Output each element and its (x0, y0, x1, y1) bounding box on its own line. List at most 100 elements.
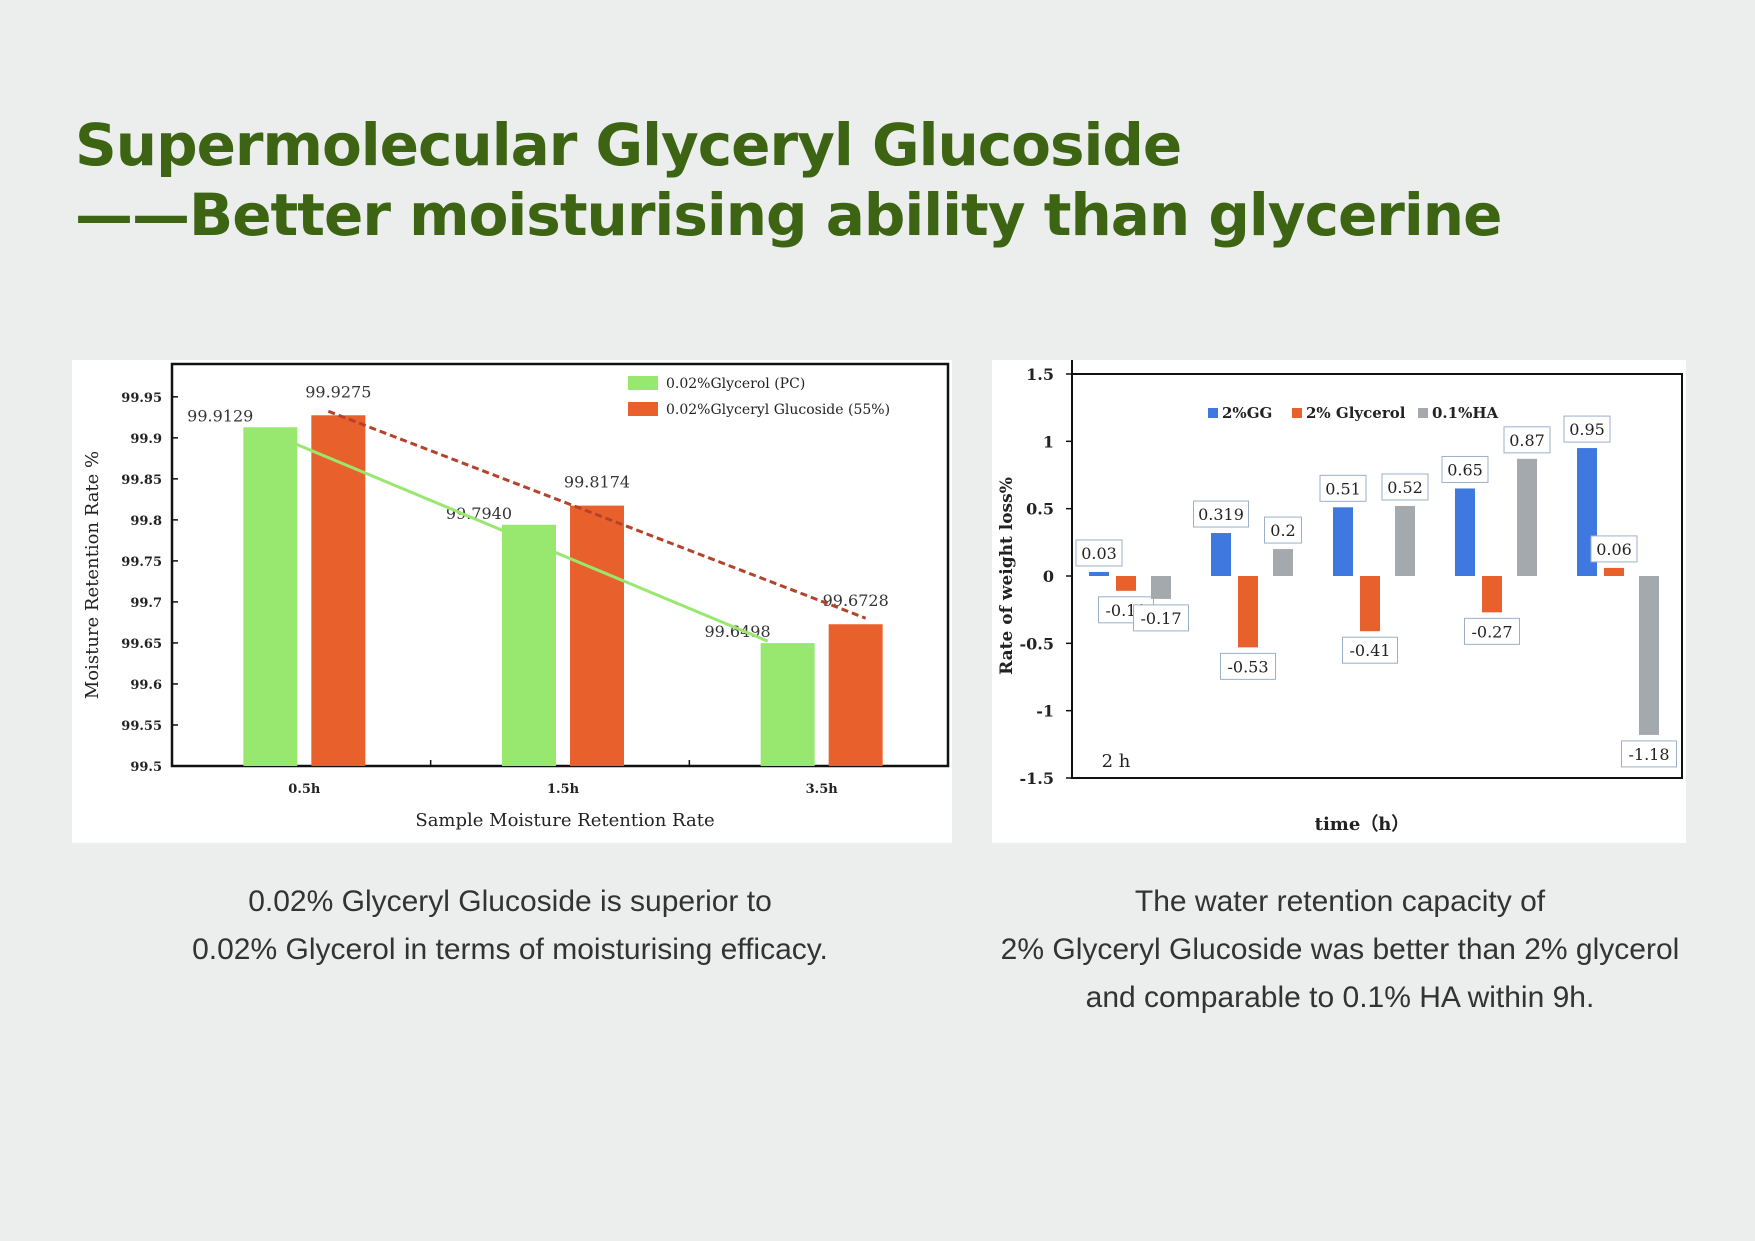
bar-glycerol (760, 643, 815, 766)
data-label: 99.9275 (305, 382, 371, 401)
legend-swatch (1418, 408, 1428, 418)
title-line-2: ——Better moisturising ability than glyce… (75, 181, 1502, 249)
y-tick-label: 99.65 (121, 637, 162, 652)
data-label: 0.03 (1081, 544, 1117, 563)
data-label-box (1621, 740, 1677, 768)
data-label-box (1342, 636, 1398, 664)
y-tick-label: 1 (1043, 432, 1054, 451)
data-label-box (1075, 539, 1123, 567)
data-label: -1.18 (1628, 745, 1669, 764)
right-chart-caption: The water retention capacity of 2% Glyce… (925, 878, 1755, 1022)
trendline-glycerol (259, 427, 769, 643)
y-tick-label: 99.5 (130, 760, 162, 775)
legend-swatch (1208, 408, 1218, 418)
right-caption-line-1: The water retention capacity of (1134, 885, 1546, 918)
legend-label: 0.02%Glycerol (PC) (666, 376, 805, 392)
trendline-glyceryl-glucoside (327, 409, 867, 620)
data-label: 0.87 (1509, 431, 1545, 450)
bar-glycerol (502, 524, 556, 766)
data-label-box (1563, 415, 1611, 443)
data-label: -0.41 (1349, 641, 1390, 660)
bar-ha (1151, 576, 1171, 599)
y-tick-label: -1 (1036, 702, 1054, 721)
data-label-box (1220, 652, 1276, 680)
y-tick-label: 99.95 (121, 391, 162, 406)
bar-ha (1273, 549, 1293, 576)
data-label-box (1503, 426, 1551, 454)
bar-glycerol (1116, 576, 1136, 591)
bar-ha (1517, 458, 1537, 576)
data-label-box (1590, 535, 1638, 563)
y-tick-label: 1.5 (1026, 365, 1054, 384)
right-caption-line-3: and comparable to 0.1% HA within 9h. (1085, 981, 1595, 1014)
legend-swatch (628, 402, 658, 416)
legend-swatch (628, 376, 658, 390)
data-label: 99.9129 (187, 406, 253, 425)
legend-label: 2% Glycerol (1306, 404, 1406, 422)
x-category-label: 2 h (1102, 751, 1131, 772)
page-title: Supermolecular Glyceryl Glucoside ——Bett… (75, 110, 1502, 250)
title-line-1: Supermolecular Glyceryl Glucoside (75, 111, 1182, 179)
right-caption-line-2: 2% Glyceryl Glucoside was better than 2%… (1000, 933, 1680, 966)
left-chart-caption: 0.02% Glyceryl Glucoside is superior to … (100, 878, 920, 974)
moisture-retention-chart-svg: 99.5 99.55 99.6 99.65 99.7 99.75 99.8 99.85 99.9… (82, 362, 950, 831)
x-tick-label: 1.5h (547, 782, 580, 797)
bar-glyceryl-glucoside (570, 505, 624, 766)
data-label: 99.8174 (564, 473, 630, 492)
bar-ha (1639, 576, 1659, 735)
bar-gg (1089, 571, 1109, 576)
data-label: 0.65 (1447, 460, 1483, 479)
data-label: 99.6728 (823, 591, 889, 610)
x-tick-label: 3.5h (806, 782, 839, 797)
data-label: 99.7940 (446, 504, 512, 523)
data-label-box (1381, 473, 1429, 501)
bar-glyceryl-glucoside (311, 415, 366, 766)
data-label-box (1264, 516, 1302, 544)
data-label: 0.95 (1569, 420, 1605, 439)
bar-glycerol (1482, 576, 1502, 613)
data-label: 0.06 (1596, 540, 1632, 559)
bar-glyceryl-glucoside (828, 624, 883, 766)
data-label: -0.17 (1140, 609, 1181, 628)
y-tick-label: 0 (1043, 567, 1054, 586)
bar-ha (1395, 505, 1415, 576)
data-label: 0.52 (1387, 478, 1423, 497)
y-tick-label: 99.7 (130, 596, 162, 611)
y-tick-label: -0.5 (1020, 634, 1054, 653)
y-tick-label: 99.75 (121, 555, 162, 570)
x-axis-title: time（h） (1315, 814, 1410, 835)
data-label: 0.319 (1198, 505, 1244, 524)
legend-label: 0.1%HA (1432, 404, 1499, 422)
data-label: -0.27 (1471, 622, 1512, 641)
data-label-box (1193, 500, 1249, 528)
weight-loss-chart: 1.5 1 0.5 0 -0.5 -1 -1.5 0.03 0.319 0.51 0.65 0.95 -… (992, 360, 1686, 843)
y-tick-label: 99.55 (121, 719, 162, 734)
data-label-box (1441, 455, 1489, 483)
data-label-box (1464, 617, 1520, 645)
data-label: 0.51 (1325, 479, 1361, 498)
data-label: -0.53 (1227, 657, 1268, 676)
bar-glycerol (1604, 567, 1624, 576)
legend-label: 2%GG (1222, 404, 1272, 422)
data-label-box (1319, 474, 1367, 502)
bar-gg (1211, 533, 1231, 576)
y-tick-label: -1.5 (1020, 769, 1054, 788)
x-tick-label: 0.5h (288, 782, 321, 797)
legend-label: 0.02%Glyceryl Glucoside (55%) (666, 402, 890, 418)
y-axis-title: Moisture Retention Rate % (82, 451, 103, 699)
y-tick-label: 0.5 (1026, 500, 1054, 519)
weight-loss-chart-svg: 1.5 1 0.5 0 -0.5 -1 -1.5 0.03 0.319 0.51 0.65 0.95 -… (997, 360, 1683, 835)
y-tick-label: 99.6 (130, 678, 162, 693)
left-caption-line-1: 0.02% Glyceryl Glucoside is superior to (248, 885, 772, 918)
bar-glycerol (1360, 576, 1380, 632)
x-axis-title: Sample Moisture Retention Rate (415, 810, 714, 831)
y-tick-label: 99.85 (121, 473, 162, 488)
bar-glycerol (1238, 576, 1258, 648)
y-axis-title: Rate of weight loss% (997, 477, 1017, 675)
bar-glycerol (243, 427, 298, 766)
data-label-box (1133, 604, 1189, 632)
bar-gg (1333, 507, 1353, 576)
legend-swatch (1292, 408, 1302, 418)
left-caption-line-2: 0.02% Glycerol in terms of moisturising … (192, 933, 828, 966)
data-label: 0.2 (1270, 521, 1295, 540)
